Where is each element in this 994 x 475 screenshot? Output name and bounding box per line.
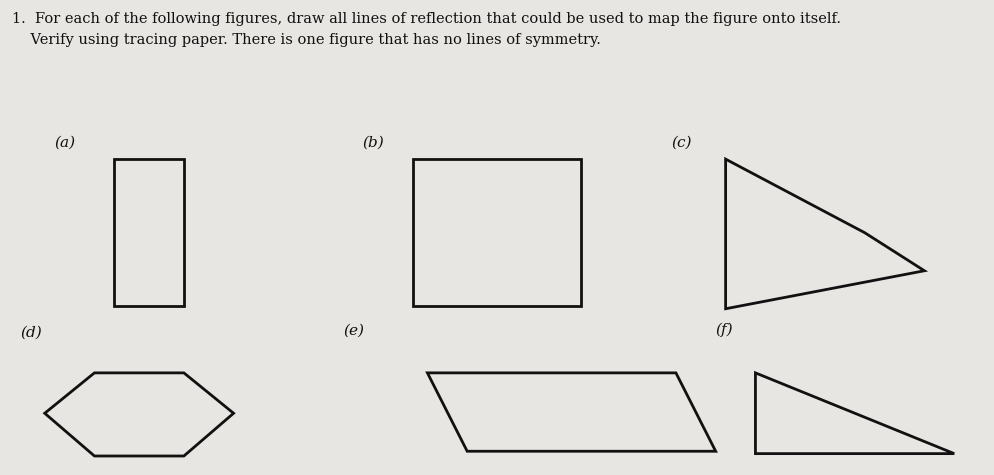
Text: (e): (e): [343, 323, 364, 337]
Text: Verify using tracing paper. There is one figure that has no lines of symmetry.: Verify using tracing paper. There is one…: [12, 33, 600, 47]
Text: (a): (a): [55, 136, 76, 150]
Text: (f): (f): [716, 323, 734, 337]
Text: 1.  For each of the following figures, draw all lines of reflection that could b: 1. For each of the following figures, dr…: [12, 12, 841, 26]
Text: (d): (d): [20, 326, 42, 340]
Text: (b): (b): [363, 136, 385, 150]
Text: (c): (c): [671, 136, 692, 150]
